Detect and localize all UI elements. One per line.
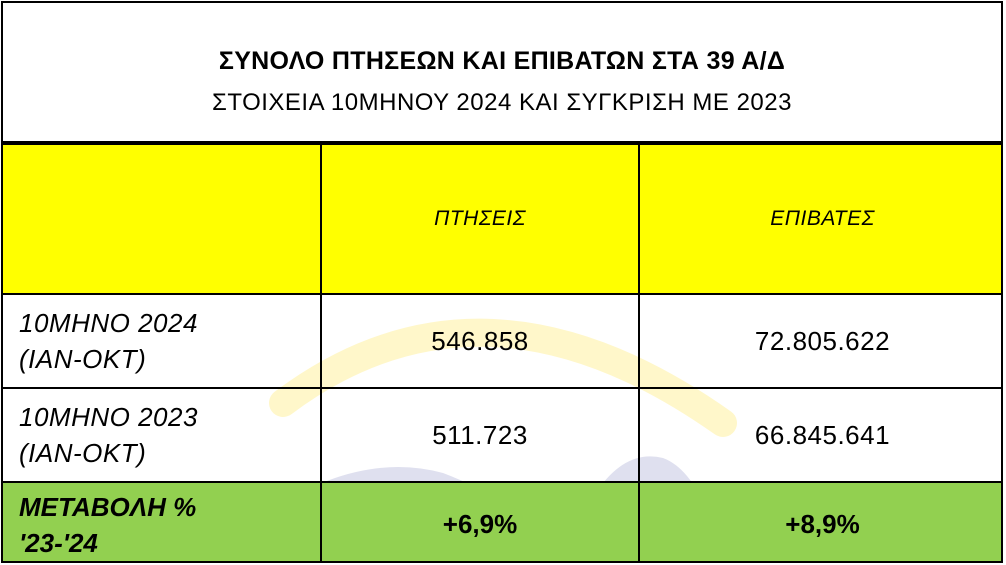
row-label-line2: (ΙΑΝ-ΟΚΤ) [19,438,147,468]
change-label-line1: ΜΕΤΑΒΟΛΗ % [19,491,197,522]
title-block: ΣΥΝΟΛΟ ΠΤΗΣΕΩΝ ΚΑΙ ΕΠΙΒΑΤΩΝ ΣΤΑ 39 Α/Δ Σ… [3,3,1001,143]
table-title: ΣΥΝΟΛΟ ΠΤΗΣΕΩΝ ΚΑΙ ΕΠΙΒΑΤΩΝ ΣΤΑ 39 Α/Δ [218,47,786,75]
passengers-2024: 72.805.622 [638,293,1001,389]
flights-2023: 511.723 [320,387,640,483]
row-label-line2: (ΙΑΝ-ΟΚΤ) [19,344,147,374]
row-label-2024: 10ΜΗΝΟ 2024 (ΙΑΝ-ΟΚΤ) [3,293,322,389]
table-row: 10ΜΗΝΟ 2023 (ΙΑΝ-ΟΚΤ) 511.723 66.845.641 [3,387,1001,483]
flights-2024: 546.858 [320,293,640,389]
statistics-table: ΠΤΗΣΕΙΣ ΕΠΙΒΑΤΕΣ 10ΜΗΝΟ 2024 (ΙΑΝ-ΟΚΤ) 5… [3,143,1001,561]
change-label: ΜΕΤΑΒΟΛΗ % '23-'24 [3,481,322,561]
flights-change: +6,9% [320,481,640,561]
table-subtitle: ΣΤΟΙΧΕΙΑ 10ΜΗΝΟΥ 2024 ΚΑΙ ΣΥΓΚΡΙΣΗ ΜΕ 20… [212,89,792,116]
row-label-line1: 10ΜΗΝΟ 2023 [19,402,198,432]
row-label-2023: 10ΜΗΝΟ 2023 (ΙΑΝ-ΟΚΤ) [3,387,322,483]
passengers-2023: 66.845.641 [638,387,1001,483]
change-row: ΜΕΤΑΒΟΛΗ % '23-'24 +6,9% +8,9% [3,481,1001,561]
row-label-line1: 10ΜΗΝΟ 2024 [19,308,198,338]
table-row: 10ΜΗΝΟ 2024 (ΙΑΝ-ΟΚΤ) 546.858 72.805.622 [3,293,1001,389]
passengers-change: +8,9% [638,481,1001,561]
header-row: ΠΤΗΣΕΙΣ ΕΠΙΒΑΤΕΣ [3,143,1001,295]
header-corner-cell [3,143,322,295]
column-header-flights: ΠΤΗΣΕΙΣ [320,143,640,295]
change-label-line2: '23-'24 [19,527,98,558]
column-header-passengers: ΕΠΙΒΑΤΕΣ [638,143,1001,295]
